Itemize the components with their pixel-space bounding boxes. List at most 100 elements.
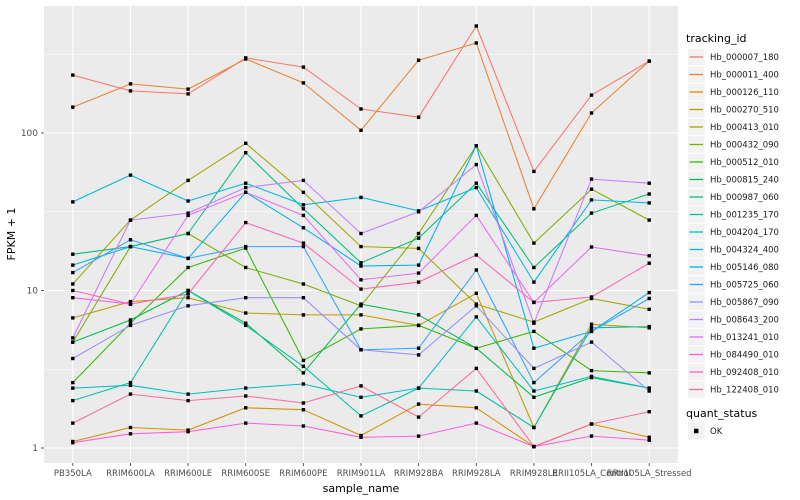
legend-item-label: Hb_000007_180 [710, 53, 779, 63]
legend-title-tracking-id: tracking_id [686, 32, 747, 45]
data-point-marker [416, 434, 421, 438]
data-point-marker [532, 207, 536, 211]
data-point-marker [186, 87, 190, 91]
data-point-marker [359, 278, 363, 282]
data-point-marker [359, 327, 363, 331]
data-point-marker [647, 438, 651, 442]
data-point-marker [244, 220, 248, 225]
data-point-marker [359, 302, 363, 306]
data-point-marker [128, 318, 133, 322]
data-point-marker [532, 169, 536, 174]
data-point-marker [474, 406, 478, 410]
data-point-marker [128, 82, 133, 86]
data-point-marker [647, 192, 651, 196]
data-point-marker [301, 203, 306, 207]
data-point-marker [128, 244, 133, 249]
data-point-marker [416, 236, 421, 240]
data-point-marker [186, 231, 190, 236]
data-point-marker [589, 326, 594, 330]
x-tick-label: PB350LA [54, 469, 92, 479]
data-point-marker [416, 402, 421, 406]
legend-item-label: Hb_000011_400 [710, 71, 779, 81]
data-point-marker [128, 425, 133, 430]
legend-item: Hb_013241_010 [688, 328, 779, 346]
data-point-marker [186, 213, 190, 218]
data-point-marker [71, 386, 75, 390]
data-point-marker [589, 368, 594, 373]
data-point-marker [301, 213, 306, 218]
data-point-marker [532, 265, 536, 270]
legend-title-quant-status: quant_status [686, 407, 758, 420]
data-point-marker [359, 435, 363, 439]
data-point-marker [301, 178, 306, 183]
data-point-marker [301, 241, 306, 245]
data-point-marker [532, 380, 536, 385]
data-point-marker [647, 201, 651, 205]
data-point-marker [474, 421, 478, 425]
data-point-marker [244, 406, 248, 410]
data-point-marker [71, 336, 75, 340]
data-point-marker [589, 245, 594, 249]
data-point-marker [589, 422, 594, 426]
data-point-marker [301, 296, 306, 300]
data-point-marker [532, 389, 536, 393]
legend-item: Hb_005725_060 [688, 276, 779, 293]
data-point-marker [128, 392, 133, 396]
data-point-marker [301, 382, 306, 386]
data-point-marker [589, 198, 594, 202]
legend-item: Hb_005146_080 [688, 258, 779, 276]
x-tick-label: RRIM600SE [221, 469, 270, 479]
legend-item: Hb_000011_400 [688, 66, 779, 83]
data-point-marker [474, 315, 478, 319]
legend-item-label: Hb_000815_240 [710, 176, 779, 186]
legend-item: Hb_000270_510 [688, 101, 779, 118]
data-point-marker [301, 244, 306, 249]
legend-item: Hb_000987_060 [688, 188, 779, 206]
data-point-marker [474, 24, 478, 28]
quant-ok-marker [694, 428, 699, 434]
data-point-marker [416, 353, 421, 357]
data-point-marker [244, 394, 248, 398]
legend-item: Hb_005867_090 [688, 293, 779, 311]
data-point-marker [244, 323, 248, 328]
data-point-marker [71, 263, 75, 267]
plot-panel [44, 6, 678, 463]
data-point-marker [416, 231, 421, 236]
data-point-marker [244, 296, 248, 300]
legend-item: Hb_000413_010 [688, 118, 779, 136]
data-point-marker [359, 195, 363, 200]
data-point-marker [359, 287, 363, 291]
data-point-marker [71, 356, 75, 361]
data-point-marker [186, 392, 190, 396]
y-axis-title: FPKM + 1 [5, 208, 18, 261]
legend-item-label: Hb_008643_200 [710, 316, 779, 326]
x-axis-title: sample_name [323, 482, 400, 495]
legend-item-label: Hb_000413_010 [710, 123, 779, 133]
legend-item-label: Hb_004324_400 [710, 246, 779, 256]
data-point-marker [416, 58, 421, 62]
data-point-marker [532, 346, 536, 350]
data-point-marker [647, 59, 651, 63]
data-point-marker [416, 346, 421, 350]
data-point-marker [589, 434, 594, 438]
legend-item-label: Hb_013241_010 [710, 333, 779, 343]
data-point-marker [186, 398, 190, 403]
data-point-marker [474, 181, 478, 185]
legend-item-label: Hb_000512_010 [710, 158, 779, 168]
data-point-marker [474, 366, 478, 371]
data-point-marker [244, 386, 248, 390]
data-point-marker [474, 144, 478, 148]
data-point-marker [128, 89, 133, 93]
data-point-marker [359, 384, 363, 388]
data-point-marker [186, 288, 190, 293]
legend-item: Hb_004324_400 [688, 241, 779, 258]
data-point-marker [416, 263, 421, 267]
data-point-marker [647, 435, 651, 439]
data-point-marker [532, 444, 536, 449]
data-point-marker [647, 261, 651, 265]
data-point-marker [301, 358, 306, 363]
data-point-marker [359, 231, 363, 236]
data-point-marker [186, 296, 190, 300]
legend-item-label: Hb_004204_170 [710, 228, 779, 238]
